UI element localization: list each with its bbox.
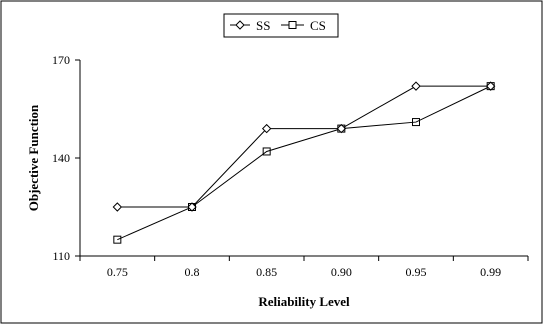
x-tick-label: 0.75 <box>107 265 128 279</box>
series-ss-point <box>411 81 421 91</box>
y-axis-ticks: 110 140 170 <box>52 53 80 263</box>
x-axis-title: Reliability Level <box>258 294 350 309</box>
legend-cs-marker <box>288 21 297 29</box>
x-tick-label: 0.90 <box>331 265 352 279</box>
y-tick-label: 140 <box>52 151 70 165</box>
x-tick-label: 0.85 <box>256 265 277 279</box>
series-ss-line <box>117 85 491 208</box>
legend-ss-marker <box>235 20 245 30</box>
y-tick-label: 170 <box>52 53 70 67</box>
x-axis-ticks: 0.75 0.8 0.85 0.90 0.95 0.99 <box>79 256 529 279</box>
y-tick-label: 110 <box>52 249 70 263</box>
legend: SS CS <box>223 13 339 38</box>
series-layer <box>112 81 496 244</box>
x-tick-label: 0.8 <box>185 265 200 279</box>
series-cs-point <box>337 124 346 133</box>
series-cs-point <box>486 82 495 91</box>
legend-cs-label: CS <box>310 18 326 33</box>
x-tick-label: 0.99 <box>480 265 501 279</box>
series-cs-point <box>113 235 122 244</box>
x-tick-label: 0.95 <box>406 265 427 279</box>
series-ss-point <box>112 202 123 212</box>
series-cs-point <box>188 203 196 211</box>
series-cs-point <box>262 147 271 156</box>
series-ss-point <box>261 123 272 134</box>
series-cs-point <box>412 118 420 127</box>
y-axis-title: Objective Function <box>26 104 41 211</box>
legend-ss-label: SS <box>256 18 270 33</box>
series-cs-line <box>117 85 491 241</box>
